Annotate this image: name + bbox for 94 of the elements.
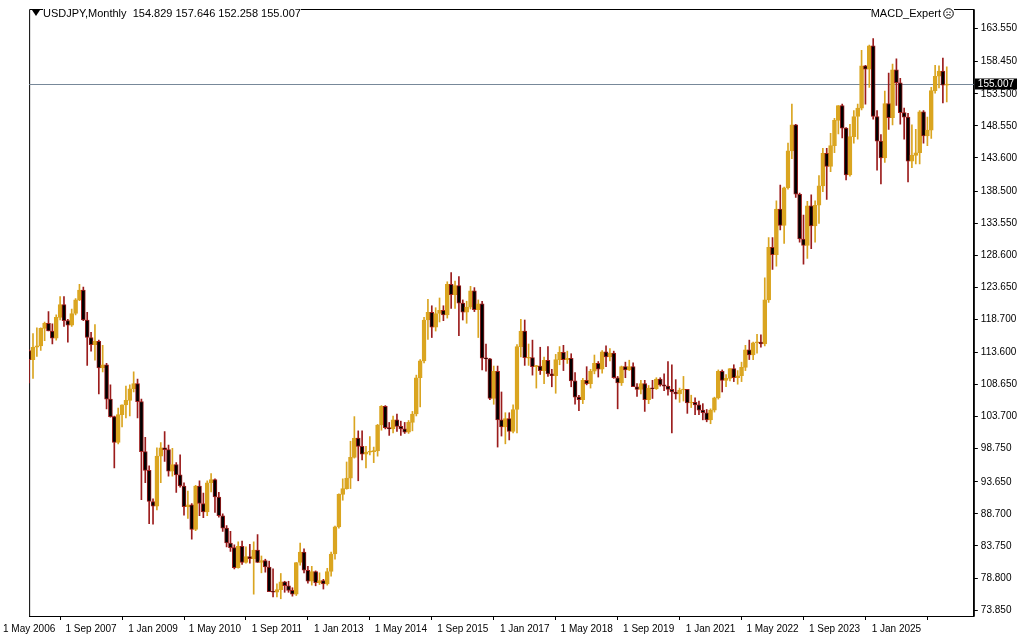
chart-title: USDJPY,Monthly 154.829 157.646 152.258 155.007 <box>43 7 301 20</box>
candlestick <box>104 363 109 410</box>
candlestick <box>139 398 144 500</box>
x-tick-label: 1 Sep 2015 <box>437 622 489 634</box>
candlestick <box>193 484 198 532</box>
y-tick-label: 148.550 <box>980 119 1018 131</box>
candlestick <box>561 344 566 371</box>
candlestick <box>499 391 504 437</box>
y-tick-label: 93.650 <box>980 475 1012 487</box>
candlestick <box>588 368 593 389</box>
x-tick-label: 1 May 2006 <box>3 622 56 634</box>
candlestick <box>475 299 481 338</box>
candlestick <box>743 344 748 371</box>
candlestick <box>886 72 891 130</box>
x-tick-label: 1 Sep 2019 <box>623 622 675 634</box>
x-tick-label: 1 May 2014 <box>374 622 428 634</box>
candlestick <box>228 531 233 552</box>
candlestick <box>259 555 264 574</box>
y-tick-label: 78.800 <box>980 571 1012 583</box>
y-tick-label: 103.700 <box>980 410 1018 422</box>
y-tick-label: 73.850 <box>980 603 1012 615</box>
ref-line-label: 155.007 <box>977 77 1015 89</box>
candlestick <box>503 412 508 445</box>
candlestick <box>495 365 500 448</box>
candlestick <box>185 490 191 519</box>
x-tick-label: 1 May 2022 <box>746 622 800 634</box>
candlestick <box>472 287 477 312</box>
candlestick <box>708 408 713 425</box>
candlestick <box>526 343 531 366</box>
candlestick <box>441 305 446 321</box>
x-tick-label: 1 Jan 2017 <box>499 622 550 634</box>
candlestick <box>801 214 806 265</box>
candlestick <box>623 361 628 379</box>
candlestick <box>170 448 175 477</box>
y-tick-label: 83.750 <box>980 539 1012 551</box>
candlestick <box>406 420 411 434</box>
candlestick <box>685 389 690 414</box>
candlestick <box>348 440 353 489</box>
candlestick <box>944 66 950 103</box>
candlestick <box>166 444 171 477</box>
y-tick-label: 108.650 <box>980 378 1018 390</box>
x-tick-label: 1 Jan 2025 <box>871 622 922 634</box>
candlestick <box>100 344 106 373</box>
candlestick <box>197 480 202 517</box>
y-tick-label: 158.450 <box>980 55 1018 67</box>
y-tick-label: 88.700 <box>980 507 1012 519</box>
candlestick <box>754 333 760 354</box>
candlestick <box>832 118 837 154</box>
x-tick-label: 1 Sep 2023 <box>808 622 861 634</box>
y-tick-label: 113.600 <box>980 346 1017 358</box>
y-tick-label: 128.600 <box>980 248 1018 260</box>
x-tick-label: 1 Jan 2013 <box>314 622 365 634</box>
candlestick <box>584 366 589 386</box>
candlestick <box>774 200 779 267</box>
candlestick <box>290 587 295 597</box>
y-tick-label: 118.700 <box>980 313 1017 325</box>
annotation: MACD_Expert <box>870 7 941 20</box>
x-tick-label: 1 Jan 2009 <box>128 622 179 634</box>
candlestick <box>890 63 895 126</box>
candlestick <box>650 379 655 399</box>
x-tick-label: 1 May 2018 <box>560 622 614 634</box>
y-tick-label: 143.600 <box>980 151 1018 163</box>
x-tick-label: 1 Sep 2011 <box>251 622 303 634</box>
candlestick <box>646 385 651 404</box>
candlestick <box>321 578 326 590</box>
y-tick-label: 133.550 <box>980 216 1018 228</box>
candlestick <box>135 378 140 419</box>
candlestick <box>433 307 438 332</box>
candlestick <box>739 361 744 382</box>
candlestick <box>317 572 322 585</box>
candlestick <box>437 297 442 323</box>
candlestick <box>534 365 539 389</box>
x-tick-label: 1 May 2010 <box>188 622 242 634</box>
candlestick <box>681 376 686 402</box>
x-tick-label: 1 Sep 2007 <box>65 622 118 634</box>
candlestick <box>921 110 926 144</box>
y-tick-label: 163.550 <box>980 22 1018 34</box>
candlestick <box>770 237 775 270</box>
candlestick <box>313 570 318 587</box>
candlestick <box>464 300 469 324</box>
candlestick <box>162 431 167 462</box>
candlestick <box>530 339 535 376</box>
candlestick <box>46 311 51 332</box>
candlestick <box>688 394 694 408</box>
y-tick-label: 123.650 <box>980 281 1018 293</box>
candlestick <box>828 133 833 172</box>
y-tick-label: 153.500 <box>980 87 1018 99</box>
candlestick <box>352 416 357 459</box>
x-tick-label: 1 Jan 2021 <box>685 622 736 634</box>
candlestick <box>255 534 260 563</box>
y-tick-label: 138.500 <box>980 184 1018 196</box>
y-tick-label: 98.750 <box>980 442 1012 454</box>
candlestick <box>286 580 291 593</box>
candlestick <box>619 365 624 386</box>
